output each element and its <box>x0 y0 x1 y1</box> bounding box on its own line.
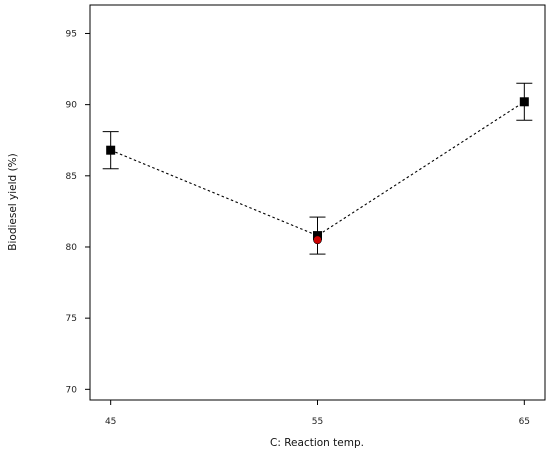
data-point-circle <box>313 235 322 245</box>
y-tick-label: 85 <box>66 172 77 182</box>
y-tick-label: 90 <box>66 101 78 111</box>
data-point-square <box>106 145 116 155</box>
plot-frame <box>89 4 546 401</box>
x-axis-ticks: 45 55 65 <box>105 400 530 427</box>
x-axis-title: C: Reaction temp. <box>270 437 364 449</box>
x-tick-label: 55 <box>312 417 323 427</box>
y-tick-label: 80 <box>66 243 78 253</box>
data-point-square <box>519 97 529 107</box>
y-axis-ticks: 70 75 80 85 90 95 <box>66 29 90 395</box>
x-tick-label: 45 <box>105 417 116 427</box>
y-tick-label: 70 <box>66 385 78 395</box>
x-tick-label: 65 <box>519 417 530 427</box>
series-line <box>110 101 525 237</box>
y-tick-label: 75 <box>66 314 77 324</box>
series-layer <box>102 82 533 255</box>
y-tick-label: 95 <box>66 29 77 39</box>
y-axis-title: Biodiesel yield (%) <box>7 153 19 250</box>
